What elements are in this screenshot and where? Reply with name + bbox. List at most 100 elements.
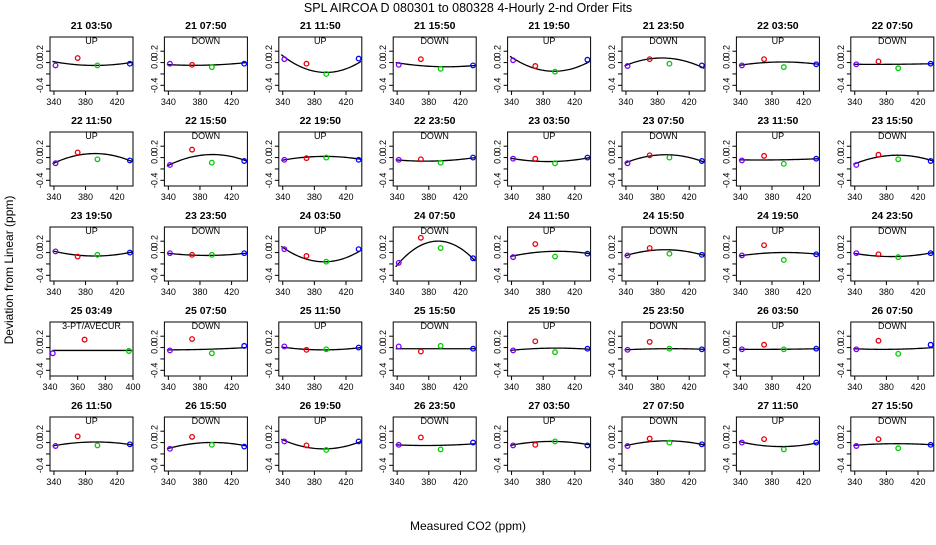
y-tick-label: 0.2 [378,45,388,58]
panel-subtitle: UP [314,226,327,236]
x-tick-label: 380 [879,192,894,202]
y-tick-label: 0.2 [836,45,846,58]
data-point [646,338,653,345]
panel-12: 22 23:50 DOWN 340 380 420 -0.4 0.00.2 [378,115,477,202]
y-tick-label: -0.4 [607,78,617,94]
x-tick-label: 380 [650,192,665,202]
data-point [303,253,310,259]
data-point [355,156,362,163]
data-point [437,159,444,166]
x-tick-label: 420 [338,97,353,107]
data-point [126,249,133,256]
y-tick-label: -0.4 [149,268,159,284]
data-point [470,62,476,69]
data-point [698,441,705,448]
panel-subtitle: UP [314,321,327,331]
data-point [166,445,173,452]
fit-curve [281,155,362,162]
x-tick-label: 340 [847,382,862,392]
y-tick-label: -0.4 [149,173,159,189]
y-tick-label: 0.2 [836,140,846,153]
fit-curve [52,152,133,165]
data-point [584,442,591,449]
panel-subtitle: UP [772,416,785,426]
y-tick-label: -0.4 [836,363,846,379]
x-tick-label: 340 [390,477,405,487]
panel-subtitle: DOWN [649,416,678,426]
data-point [875,151,882,158]
x-tick-label: 380 [650,287,665,297]
panel-subtitle: UP [772,131,785,141]
y-tick-label: -0.4 [264,268,274,284]
panel-frame [621,36,706,92]
panel-title: 22 23:50 [414,115,456,127]
y-tick-label: 0.2 [149,330,159,343]
data-point [698,346,705,353]
panel-title: 27 15:50 [872,400,914,412]
chart-title: SPL AIRCOA D 080301 to 080328 4-Hourly 2… [304,1,632,15]
data-point [208,159,215,166]
fit-curve [624,249,705,257]
panel-frame [735,131,820,187]
panel-title: 24 11:50 [529,210,570,222]
panel-title: 21 15:50 [414,20,456,32]
y-tick-label: 0.0 [836,246,846,259]
fit-curve [624,154,705,164]
panel-subtitle: DOWN [420,131,449,141]
x-tick-label: 420 [910,382,925,392]
data-point [52,248,59,255]
y-tick-label: 0.2 [836,330,846,343]
data-point [417,348,424,355]
panel-subtitle: DOWN [420,321,449,331]
panel-subtitle: UP [543,416,556,426]
x-tick-label: 340 [618,97,633,107]
y-tick-label: 0.2 [721,425,731,438]
x-tick-label: 340 [390,97,405,107]
panel-title: 24 07:50 [414,210,456,222]
x-tick-label: 380 [421,97,436,107]
y-tick-label: 0.0 [378,246,388,259]
x-tick-label: 420 [567,97,582,107]
panel-40: 27 15:50 DOWN 340 380 420 -0.4 0.00.2 [836,400,935,487]
y-tick-label: 0.2 [35,235,45,248]
data-point [303,60,310,67]
y-tick-label: 0.0 [35,246,45,259]
panel-31: 26 03:50 UP 340 380 420 -0.4 0.00.2 [721,305,820,392]
x-tick-label: 420 [224,287,239,297]
panel-frame [621,226,706,282]
data-point [853,250,860,257]
data-point [52,160,59,167]
panel-subtitle: UP [543,131,556,141]
panel-15: 23 11:50 UP 340 380 420 -0.4 0.00.2 [721,115,820,202]
panel-frame [278,226,363,282]
x-tick-label: 380 [307,477,322,487]
x-tick-label: 420 [110,287,125,297]
fit-curve [624,440,705,447]
y-tick-label: -0.4 [721,268,731,284]
y-tick-label: 0.0 [721,56,731,69]
panel-35: 26 19:50 UP 340 380 420 -0.4 0.00.2 [264,400,363,487]
y-tick-label: -0.4 [378,458,388,474]
y-tick-label: 0.2 [264,140,274,153]
x-tick-label: 420 [910,287,925,297]
panel-frame [49,131,134,187]
data-point [584,345,591,352]
data-point [355,55,362,62]
data-point [437,342,444,349]
data-point [813,155,820,162]
x-tick-label: 380 [192,382,207,392]
panel-title: 22 07:50 [872,20,914,32]
x-tick-label: 420 [796,382,811,392]
panel-title: 25 07:50 [185,305,227,317]
panel-frame [49,36,134,92]
data-point [241,250,248,257]
data-point [166,162,173,168]
x-tick-label: 420 [910,477,925,487]
panel-10: 22 15:50 DOWN 340 380 420 -0.4 0.00.2 [149,115,248,202]
panel-32: 26 07:50 DOWN 340 380 420 -0.4 0.00.2 [836,305,935,392]
fit-curve [166,252,247,257]
data-point [510,254,517,261]
panel-frame [163,36,248,92]
data-point [510,57,517,64]
fit-curve [281,438,362,450]
